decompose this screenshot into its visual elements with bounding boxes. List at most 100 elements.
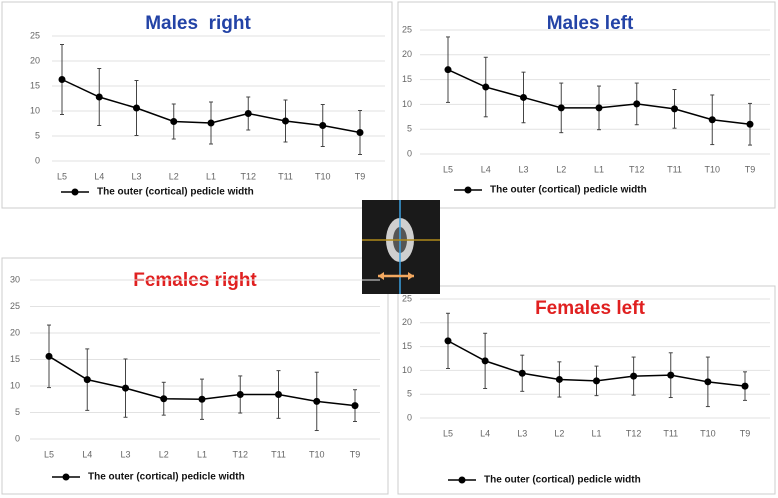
point — [45, 352, 53, 360]
point — [746, 120, 754, 128]
y-tick-label: 5 — [407, 389, 412, 399]
point — [482, 83, 490, 91]
x-tick-label: L5 — [44, 449, 54, 459]
x-tick-label: T11 — [278, 171, 293, 181]
y-tick-label: 5 — [35, 130, 40, 140]
y-tick-label: 0 — [407, 412, 412, 422]
point — [481, 357, 489, 365]
x-tick-label: L5 — [57, 171, 67, 181]
x-tick-label: T10 — [309, 449, 325, 459]
chart-title: Males left — [547, 13, 634, 34]
x-tick-label: L5 — [443, 428, 453, 438]
x-tick-label: T10 — [700, 428, 716, 438]
x-tick-label: L4 — [94, 171, 104, 181]
x-tick-label: L4 — [480, 428, 490, 438]
x-tick-label: T12 — [629, 164, 645, 174]
point — [593, 377, 600, 385]
point — [444, 337, 452, 345]
point — [95, 93, 103, 101]
point — [633, 100, 641, 108]
legend-marker — [71, 188, 79, 196]
y-tick-label: 10 — [10, 380, 20, 390]
legend-marker — [464, 186, 472, 194]
point — [122, 384, 129, 392]
x-tick-label: T9 — [350, 449, 361, 459]
x-tick-label: T10 — [315, 171, 331, 181]
x-tick-label: T12 — [240, 171, 256, 181]
x-tick-label: L4 — [481, 164, 491, 174]
chart-title: Females left — [535, 298, 645, 319]
legend-marker — [458, 476, 466, 484]
x-tick-label: L3 — [517, 428, 527, 438]
point — [207, 119, 215, 127]
panel-frame — [397, 285, 776, 495]
point — [313, 397, 321, 405]
point — [351, 402, 359, 410]
x-tick-label: L1 — [197, 449, 207, 459]
point — [244, 110, 252, 117]
point — [58, 76, 66, 83]
chart-title: Females right — [133, 270, 257, 291]
y-tick-label: 15 — [402, 341, 412, 351]
x-tick-label: T11 — [271, 449, 286, 459]
y-tick-label: 20 — [402, 317, 412, 327]
y-tick-label: 5 — [15, 407, 20, 417]
point — [595, 104, 603, 112]
y-tick-label: 20 — [10, 327, 20, 337]
y-tick-label: 0 — [15, 433, 20, 443]
panel-frame — [1, 257, 389, 495]
y-tick-label: 10 — [30, 105, 40, 115]
x-tick-label: L1 — [594, 164, 604, 174]
point — [704, 378, 712, 386]
point — [282, 117, 289, 125]
y-tick-label: 5 — [407, 124, 412, 134]
y-tick-label: 20 — [402, 49, 412, 59]
x-tick-label: L3 — [518, 164, 528, 174]
x-tick-label: L2 — [554, 428, 564, 438]
point — [83, 376, 91, 384]
x-tick-label: T9 — [355, 171, 366, 181]
point — [671, 105, 678, 113]
y-tick-label: 25 — [402, 24, 412, 34]
point — [236, 390, 244, 398]
x-tick-label: L1 — [206, 171, 216, 181]
x-tick-label: L2 — [169, 171, 179, 181]
x-tick-label: T11 — [663, 428, 678, 438]
legend-label: The outer (cortical) pedicle width — [88, 472, 245, 483]
point — [708, 116, 716, 124]
point — [160, 395, 168, 403]
x-tick-label: T9 — [745, 164, 756, 174]
y-tick-label: 10 — [402, 365, 412, 375]
chart-title: Males right — [145, 13, 251, 34]
legend-label: The outer (cortical) pedicle width — [490, 185, 647, 196]
point — [555, 375, 563, 383]
point — [319, 122, 327, 129]
y-tick-label: 30 — [10, 274, 20, 284]
point — [741, 382, 749, 390]
ct-image — [362, 200, 440, 294]
point — [133, 104, 140, 112]
point — [444, 66, 452, 74]
x-tick-label: L2 — [556, 164, 566, 174]
point — [630, 372, 638, 380]
y-tick-label: 25 — [10, 301, 20, 311]
y-tick-label: 15 — [30, 80, 40, 90]
x-tick-label: L3 — [131, 171, 141, 181]
point — [356, 129, 364, 136]
point — [198, 395, 206, 403]
point — [520, 93, 527, 101]
x-tick-label: T11 — [667, 164, 682, 174]
point — [557, 104, 565, 112]
point — [518, 369, 526, 377]
y-tick-label: 0 — [35, 155, 40, 165]
x-tick-label: L2 — [159, 449, 169, 459]
x-tick-label: L3 — [120, 449, 130, 459]
point — [275, 390, 282, 398]
legend-label: The outer (cortical) pedicle width — [97, 187, 254, 198]
point — [170, 118, 178, 125]
x-tick-label: L4 — [82, 449, 92, 459]
y-tick-label: 25 — [30, 30, 40, 40]
y-tick-label: 10 — [402, 99, 412, 109]
x-tick-label: T12 — [232, 449, 248, 459]
